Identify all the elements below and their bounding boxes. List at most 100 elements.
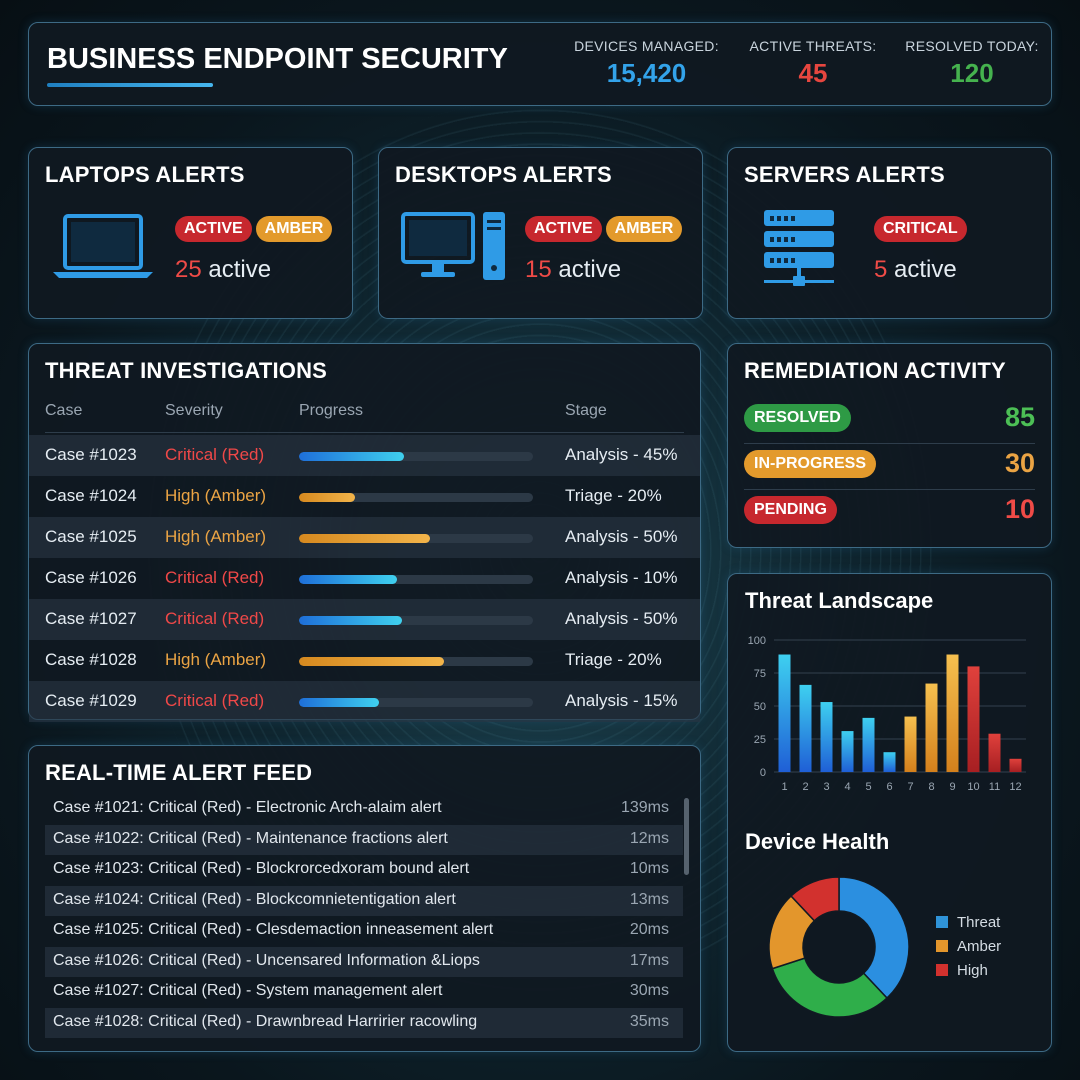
in-progress-badge: IN-PROGRESS (744, 450, 877, 478)
feed-item[interactable]: Case #1024: Critical (Red) - Blockcomnie… (45, 885, 683, 916)
feed-item-text: Case #1027: Critical (Red) - System mana… (53, 982, 443, 999)
threat-landscape-panel: Threat Landscape 0 25 50 75 100 1 2 3 4 5 6 7 8 9 10 11… (727, 573, 1052, 1052)
legend-item-amber: Amber (936, 938, 1001, 962)
case-id: Case #1028 (45, 650, 137, 669)
stage-label: Analysis - 45% (565, 445, 678, 464)
bar-month-2 (799, 684, 812, 772)
feed-item[interactable]: Case #1023: Critical (Red) - Blockrorced… (45, 855, 683, 885)
table-row[interactable]: Case #1027 Critical (Red) Analysis - 50% (29, 599, 700, 640)
feed-item[interactable]: Case #1027: Critical (Red) - System mana… (45, 977, 683, 1007)
amber-badge: AMBER (605, 216, 683, 242)
desktops-alerts-card[interactable]: DESKTOPS ALERTS ACTIVE AMBER 15 active (378, 147, 703, 319)
bar-month-9 (946, 654, 959, 772)
feed-item[interactable]: Case #1022: Critical (Red) - Maintenance… (45, 824, 683, 855)
stat-devices-managed: DEVICES MANAGED: 15,420 (569, 38, 724, 89)
laptops-alerts-card[interactable]: LAPTOPS ALERTS ACTIVE AMBER 25 active (28, 147, 353, 319)
active-count-number: 5 (874, 256, 888, 283)
case-id: Case #1024 (45, 486, 137, 505)
feed-item[interactable]: Case #1021: Critical (Red) - Electronic … (45, 794, 683, 824)
stat-value: 45 (798, 58, 828, 88)
severity-label: High (Amber) (165, 486, 267, 505)
stat-active-threats: ACTIVE THREATS: 45 (742, 38, 884, 89)
feed-item-latency: 12ms (629, 829, 669, 847)
feed-item[interactable]: Case #1026: Critical (Red) - Uncensared … (45, 946, 683, 977)
stat-value: 15,420 (606, 58, 687, 88)
desktop-icon (401, 210, 509, 289)
servers-alerts-card[interactable]: SERVERS ALERTS CRITICAL 5 active (727, 147, 1052, 319)
table-row[interactable]: Case #1026 Critical (Red) Analysis - 10% (29, 558, 700, 599)
feed-item-latency: 13ms (629, 890, 669, 908)
column-header-progress[interactable]: Progress (299, 402, 364, 419)
case-id: Case #1023 (45, 445, 137, 464)
feed-item[interactable]: Case #1025: Critical (Red) - Clesdemacti… (45, 916, 683, 946)
legend-swatch (936, 940, 948, 952)
feed-scrollbar[interactable] (684, 798, 689, 875)
table-row[interactable]: Case #1023 Critical (Red) Analysis - 45% (29, 435, 700, 476)
active-count-suffix: active (551, 256, 622, 283)
progress-bar (299, 657, 533, 666)
stat-label: RESOLVED TODAY: (905, 38, 1039, 54)
feed-item-text: Case #1023: Critical (Red) - Blockrorced… (53, 860, 470, 877)
resolved-count: 85 (1004, 402, 1035, 432)
column-header-stage[interactable]: Stage (565, 402, 607, 419)
panel-title: THREAT INVESTIGATIONS (45, 358, 328, 383)
stage-label: Analysis - 50% (565, 527, 678, 546)
bar-month-7 (904, 716, 917, 772)
table-row[interactable]: Case #1024 High (Amber) Triage - 20% (29, 476, 700, 517)
remediation-in-progress-row[interactable]: IN-PROGRESS 30 (744, 443, 1035, 489)
table-header: Case Severity Progress Stage (29, 402, 700, 432)
feed-item-text: Case #1021: Critical (Red) - Electronic … (53, 799, 442, 816)
card-title: DESKTOPS ALERTS (395, 162, 612, 187)
active-count: 15 active (525, 256, 621, 284)
feed-item[interactable]: Case #1028: Critical (Red) - Drawnbread … (45, 1007, 683, 1038)
x-tick-label: 11 (989, 781, 1000, 793)
bar-month-3 (820, 702, 833, 772)
severity-label: Critical (Red) (165, 691, 265, 710)
card-badges: ACTIVE AMBER (175, 216, 336, 242)
feed-item-latency: 30ms (629, 982, 669, 999)
threat-investigations-panel: THREAT INVESTIGATIONS Case Severity Prog… (28, 343, 701, 722)
case-id: Case #1025 (45, 527, 137, 546)
remediation-pending-row[interactable]: PENDING 10 (744, 489, 1035, 535)
pending-badge: PENDING (744, 496, 837, 524)
case-id: Case #1026 (45, 568, 137, 587)
feed-item-latency: 20ms (629, 921, 669, 938)
stage-label: Analysis - 50% (565, 609, 678, 628)
table-row[interactable]: Case #1028 High (Amber) Triage - 20% (29, 640, 700, 681)
in-progress-count: 30 (1004, 448, 1035, 478)
active-count-suffix: active (887, 256, 957, 283)
card-badges: ACTIVE AMBER (525, 216, 686, 242)
active-count: 5 active (874, 256, 957, 284)
x-tick-label: 6 (886, 781, 892, 793)
case-id: Case #1027 (45, 609, 137, 628)
title-underline (47, 83, 213, 87)
x-tick-label: 3 (823, 781, 829, 793)
feed-item-latency: 10ms (629, 860, 669, 877)
remediation-resolved-row[interactable]: RESOLVED 85 (744, 397, 1035, 443)
column-header-severity[interactable]: Severity (165, 402, 223, 419)
progress-bar-fill (299, 575, 398, 584)
device-health-legend: Threat Amber High (936, 914, 1001, 986)
amber-badge: AMBER (255, 216, 333, 242)
threat-landscape-title: Threat Landscape (745, 588, 934, 613)
legend-label: High (957, 962, 988, 979)
x-tick-label: 2 (802, 781, 808, 793)
bar-month-10 (967, 666, 980, 772)
active-badge: ACTIVE (175, 216, 252, 242)
feed-item-text: Case #1025: Critical (Red) - Clesdemacti… (53, 921, 494, 938)
feed-item-text: Case #1028: Critical (Red) - Drawnbread … (53, 1012, 478, 1030)
progress-bar-fill (299, 534, 431, 543)
table-row[interactable]: Case #1029 Critical (Red) Analysis - 15% (29, 681, 700, 722)
column-header-case[interactable]: Case (45, 402, 83, 419)
y-tick-label: 100 (748, 635, 766, 647)
severity-label: Critical (Red) (165, 568, 265, 587)
y-tick-label: 0 (760, 767, 766, 779)
active-count-suffix: active (201, 256, 272, 283)
progress-bar-fill (299, 616, 402, 625)
active-count-number: 15 (525, 256, 552, 283)
x-tick-label: 9 (949, 781, 955, 793)
feed-item-latency: 139ms (620, 799, 669, 816)
server-icon (760, 208, 840, 297)
severity-label: High (Amber) (165, 650, 267, 669)
table-row[interactable]: Case #1025 High (Amber) Analysis - 50% (29, 517, 700, 558)
